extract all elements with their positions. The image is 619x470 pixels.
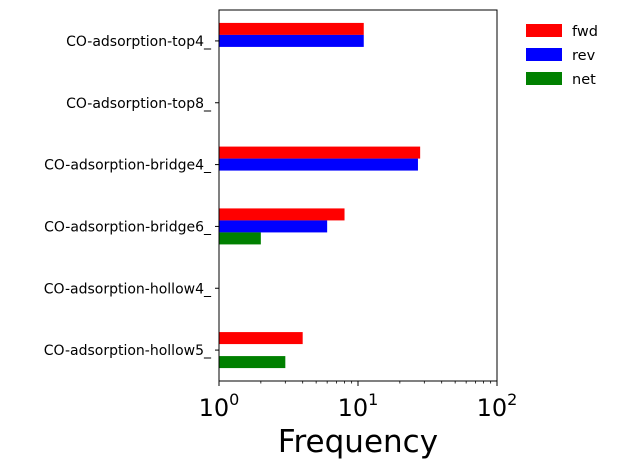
x-axis: 100 101 102	[199, 381, 518, 422]
bar-net-4	[219, 232, 261, 245]
y-tick-label: CO-adsorption-hollow5_	[44, 343, 212, 359]
plot-frame	[218, 9, 498, 382]
y-tick-label: CO-adsorption-top8_	[66, 96, 212, 112]
x-tick-label: 101	[338, 390, 379, 422]
legend: fwd rev net	[526, 24, 598, 88]
legend-swatch-net	[526, 72, 562, 85]
bar-rev-1	[219, 34, 364, 47]
bar-fwd-3	[219, 146, 421, 159]
legend-swatch-fwd	[526, 24, 562, 37]
bars-layer	[219, 22, 421, 369]
y-axis: CO-adsorption-top4_ CO-adsorption-top8_ CO…	[44, 34, 219, 359]
bar-fwd-1	[219, 22, 364, 35]
y-tick-label: CO-adsorption-bridge4_	[44, 158, 212, 174]
legend-label-rev: rev	[572, 48, 596, 64]
x-tick-label: 102	[477, 390, 518, 422]
y-tick-label: CO-adsorption-bridge6_	[44, 219, 212, 235]
legend-label-net: net	[572, 72, 596, 88]
bar-fwd-4	[219, 208, 345, 221]
y-tick-label: CO-adsorption-top4_	[66, 34, 212, 50]
bar-net-6	[219, 356, 286, 369]
bar-rev-3	[219, 158, 418, 171]
legend-swatch-rev	[526, 48, 562, 61]
bar-rev-4	[219, 220, 328, 233]
legend-label-fwd: fwd	[572, 24, 598, 40]
y-tick-label: CO-adsorption-hollow4_	[44, 281, 212, 297]
bar-fwd-6	[219, 332, 303, 345]
x-axis-label: Frequency	[278, 424, 438, 460]
x-tick-label: 100	[199, 390, 240, 422]
